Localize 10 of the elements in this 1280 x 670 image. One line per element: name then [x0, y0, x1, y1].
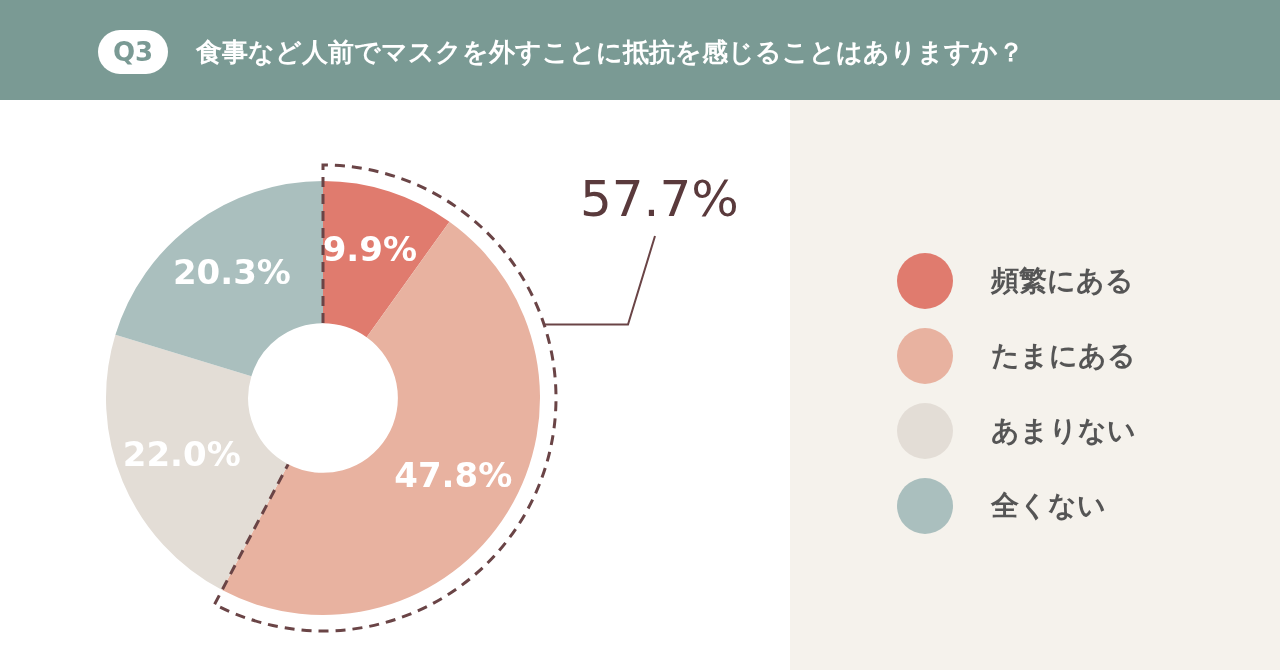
legend-label: 全くない [991, 488, 1106, 524]
chart-subtitle: Q3 [98, 30, 168, 74]
text: 57.7% [580, 170, 739, 228]
data-label: 9.9% [322, 229, 417, 270]
data-label: 47.8% [394, 455, 513, 496]
legend-label: あまりない [991, 413, 1136, 449]
data-label: 20.3% [172, 251, 291, 292]
chart-title: 食事など人前でマスクを外すことに抵抗を感じることはありますか？ [196, 36, 1024, 69]
legend-label: 頻繁にある [991, 263, 1134, 299]
legend-label: たまにある [991, 338, 1136, 374]
